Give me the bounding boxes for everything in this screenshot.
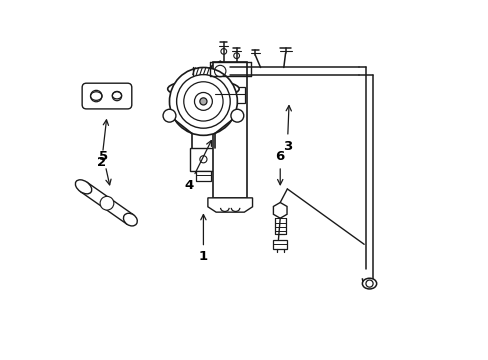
- Bar: [272, 240, 287, 249]
- Circle shape: [365, 280, 372, 287]
- Bar: [189, 148, 217, 171]
- Circle shape: [183, 82, 223, 121]
- Ellipse shape: [167, 80, 239, 98]
- Text: 3: 3: [282, 105, 291, 153]
- Ellipse shape: [90, 92, 102, 100]
- Text: 1: 1: [199, 215, 207, 263]
- Circle shape: [200, 98, 206, 105]
- Text: 6: 6: [275, 150, 285, 185]
- Ellipse shape: [112, 92, 122, 99]
- Circle shape: [169, 67, 237, 135]
- Bar: [215, 87, 245, 103]
- Text: 2: 2: [97, 120, 108, 168]
- Circle shape: [194, 93, 212, 111]
- Circle shape: [100, 196, 114, 210]
- Bar: [213, 62, 246, 198]
- Bar: [196, 171, 210, 181]
- Circle shape: [176, 75, 230, 128]
- Polygon shape: [207, 198, 252, 212]
- Ellipse shape: [75, 180, 92, 194]
- Ellipse shape: [123, 213, 137, 226]
- Polygon shape: [273, 203, 286, 218]
- FancyBboxPatch shape: [82, 83, 132, 109]
- Text: 4: 4: [184, 140, 211, 192]
- Circle shape: [230, 109, 244, 122]
- Circle shape: [163, 109, 176, 122]
- Text: 5: 5: [99, 150, 111, 185]
- Ellipse shape: [362, 278, 376, 289]
- Polygon shape: [211, 61, 228, 81]
